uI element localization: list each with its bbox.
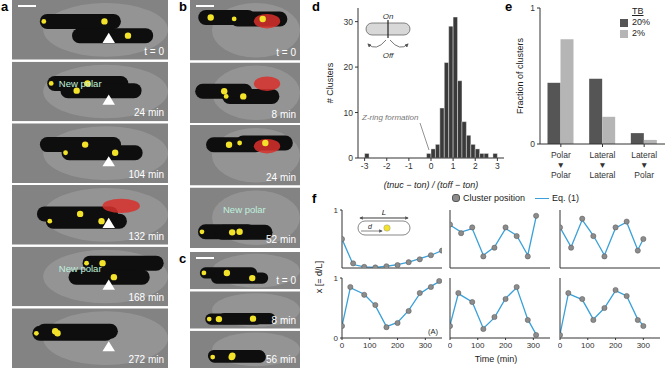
svg-text:24 min: 24 min (134, 107, 164, 118)
html-text:2%: 2% (632, 28, 645, 38)
svg-text:(tnuc − ton) / (toff − ton): (tnuc − ton) / (toff − ton) (384, 180, 479, 190)
svg-text:d: d (312, 0, 320, 14)
svg-text:132 min: 132 min (128, 231, 164, 242)
svg-text:0: 0 (530, 139, 535, 149)
svg-text:1: 1 (334, 206, 339, 215)
svg-text:1: 1 (451, 161, 456, 171)
svg-text:0: 0 (334, 334, 339, 343)
svg-text:1: 1 (530, 3, 535, 13)
svg-text:0: 0 (348, 153, 353, 163)
svg-text:Lateral▼Polar: Lateral▼Polar (631, 150, 657, 180)
svg-text:New polar: New polar (223, 204, 266, 215)
svg-text:-2: -2 (383, 161, 391, 171)
html-text:TB: TB (632, 6, 644, 16)
svg-text:e: e (505, 0, 512, 14)
svg-text:1: 1 (334, 274, 339, 283)
svg-text:a: a (1, 0, 9, 14)
svg-text:f: f (312, 191, 317, 206)
html-text:Time (min): Time (min) (474, 354, 518, 364)
svg-text:0: 0 (429, 161, 434, 171)
svg-text:Z-ring formation: Z-ring formation (361, 113, 419, 122)
svg-text:300: 300 (527, 341, 541, 350)
svg-text:3: 3 (495, 161, 500, 171)
svg-text:# Clusters: # Clusters (325, 62, 335, 103)
svg-text:-1: -1 (405, 161, 413, 171)
svg-text:L: L (382, 208, 386, 217)
html-text:x [= d/L]: x [= d/L] (314, 260, 324, 294)
svg-text:8 min: 8 min (272, 109, 296, 120)
svg-text:100: 100 (363, 341, 377, 350)
svg-text:0: 0 (558, 341, 563, 350)
svg-text:(A): (A) (428, 327, 439, 336)
svg-text:Fraction of clusters: Fraction of clusters (515, 37, 525, 114)
svg-text:168 min: 168 min (128, 292, 164, 303)
svg-text:New polar: New polar (59, 263, 102, 274)
svg-text:2: 2 (473, 161, 478, 171)
svg-text:On: On (383, 12, 394, 21)
svg-text:c: c (179, 251, 186, 266)
svg-text:52 min: 52 min (266, 234, 296, 245)
svg-text:Polar▼Polar: Polar▼Polar (551, 150, 571, 180)
svg-text:Off: Off (383, 51, 394, 60)
svg-text:300: 300 (419, 341, 433, 350)
svg-text:t = 0: t = 0 (144, 46, 164, 57)
svg-text:300: 300 (637, 341, 651, 350)
svg-text:0: 0 (340, 341, 345, 350)
svg-text:100: 100 (581, 341, 595, 350)
html-text:20%: 20% (632, 17, 650, 27)
svg-text:b: b (179, 0, 187, 14)
svg-text:30: 30 (344, 17, 354, 27)
svg-text:10: 10 (344, 108, 354, 118)
svg-text:t = 0: t = 0 (276, 275, 296, 286)
svg-text:100: 100 (471, 341, 485, 350)
svg-text:56 min: 56 min (266, 354, 296, 365)
svg-text:-3: -3 (361, 161, 369, 171)
svg-text:t = 0: t = 0 (276, 47, 296, 58)
svg-text:Lateral▼Lateral: Lateral▼Lateral (590, 150, 616, 180)
html-text:Cluster position: Cluster position (463, 193, 525, 203)
html-text:Eq. (1): Eq. (1) (552, 193, 579, 203)
svg-text:24 min: 24 min (266, 172, 296, 183)
svg-text:8 min: 8 min (272, 315, 296, 326)
svg-text:0: 0 (448, 341, 453, 350)
svg-text:20: 20 (344, 62, 354, 72)
svg-text:272 min: 272 min (128, 354, 164, 365)
svg-text:200: 200 (391, 341, 405, 350)
svg-text:200: 200 (499, 341, 513, 350)
svg-text:200: 200 (609, 341, 623, 350)
svg-text:104 min: 104 min (128, 169, 164, 180)
svg-text:d: d (368, 223, 373, 230)
svg-text:New polar: New polar (59, 78, 102, 89)
